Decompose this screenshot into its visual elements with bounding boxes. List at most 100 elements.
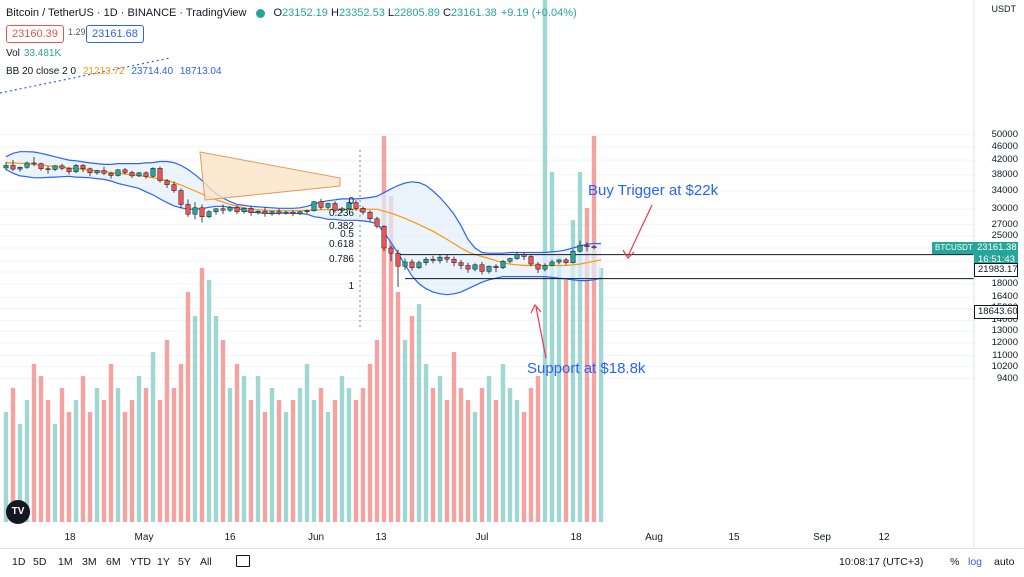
candle[interactable] [122,169,128,173]
candle[interactable] [157,168,163,181]
candle[interactable] [150,168,156,177]
candle[interactable] [367,211,373,220]
candle[interactable] [549,261,555,266]
candle[interactable] [164,180,170,185]
candle[interactable] [360,208,366,213]
candle[interactable] [423,258,429,263]
candle[interactable] [465,265,471,270]
candle[interactable] [479,264,485,272]
calendar-range-icon[interactable] [236,555,250,567]
bollinger-legend[interactable]: BB 20 close 2 0 21213.72 23714.40 18713.… [6,66,222,77]
clock-display[interactable]: 10:08:17 (UTC+3) [839,556,924,568]
candle[interactable] [101,170,107,174]
timeframe-button[interactable]: 5Y [178,556,191,568]
symbol-title[interactable]: Bitcoin / TetherUS · 1D · BINANCE · Trad… [6,7,247,19]
candle[interactable] [178,190,184,205]
symbol-header[interactable]: Bitcoin / TetherUS · 1D · BINANCE · Trad… [6,4,577,22]
candle[interactable] [514,254,520,259]
candle[interactable] [248,208,254,213]
buy-button[interactable]: 23161.68 [86,25,144,43]
candle[interactable] [304,210,310,212]
candle[interactable] [94,170,100,174]
candle[interactable] [171,184,177,191]
candle[interactable] [402,261,408,267]
candle[interactable] [458,262,464,266]
candle[interactable] [486,265,492,272]
candles[interactable] [3,157,597,288]
candle[interactable] [73,165,79,172]
candle[interactable] [129,172,135,177]
candle[interactable] [325,203,331,208]
candle[interactable] [535,263,541,270]
candle[interactable] [311,201,317,211]
candle[interactable] [444,256,450,260]
candle[interactable] [38,163,44,169]
candle[interactable] [206,211,212,217]
candle[interactable] [542,265,548,270]
candle[interactable] [409,261,415,268]
candle[interactable] [374,218,380,227]
candle[interactable] [556,259,562,263]
candle[interactable] [45,168,51,170]
candle[interactable] [563,259,569,263]
candle[interactable] [269,211,275,214]
candle[interactable] [59,165,65,169]
timeframe-button[interactable]: 1M [58,556,73,568]
candle[interactable] [143,172,149,177]
log-scale-toggle[interactable]: log [968,556,983,568]
candle[interactable] [528,256,534,265]
candle[interactable] [297,211,303,214]
candle[interactable] [339,208,345,211]
candle[interactable] [577,245,583,252]
candle[interactable] [199,207,205,217]
candle[interactable] [290,211,296,214]
percent-scale-toggle[interactable]: % [950,556,960,568]
candle[interactable] [262,210,268,214]
candle[interactable] [66,168,72,172]
candle[interactable] [276,211,282,214]
timeframe-button[interactable]: YTD [130,556,151,568]
candle[interactable] [108,172,114,176]
timeframe-button[interactable]: 1D [12,556,26,568]
candle[interactable] [346,202,352,209]
candle[interactable] [507,258,513,262]
candle[interactable] [185,204,191,215]
candle[interactable] [381,225,387,249]
timeframe-button[interactable]: All [200,556,212,568]
candle[interactable] [220,208,226,211]
auto-scale-toggle[interactable]: auto [994,556,1015,568]
candle[interactable] [17,166,23,170]
candle[interactable] [332,203,338,211]
candle[interactable] [136,172,142,177]
candle[interactable] [31,162,37,165]
timeframe-button[interactable]: 5D [33,556,47,568]
candle[interactable] [115,169,121,176]
volume-legend[interactable]: Vol 33.481K [6,48,61,59]
sell-button[interactable]: 23160.39 [6,25,64,43]
candle[interactable] [521,254,527,257]
candle[interactable] [3,165,9,169]
candle[interactable] [472,264,478,270]
candle[interactable] [241,208,247,212]
candle[interactable] [227,207,233,211]
candle[interactable] [437,256,443,261]
candle[interactable] [430,258,436,261]
candle[interactable] [395,252,401,267]
candle[interactable] [591,246,597,248]
candle[interactable] [451,258,457,263]
timeframe-button[interactable]: 6M [106,556,121,568]
candle[interactable] [500,261,506,268]
timeframe-button[interactable]: 1Y [157,556,170,568]
candle[interactable] [192,207,198,215]
candle[interactable] [255,210,261,213]
candle[interactable] [283,211,289,214]
candle[interactable] [388,247,394,254]
candle[interactable] [80,165,86,169]
candle[interactable] [24,162,30,168]
candle[interactable] [213,208,219,212]
candle[interactable] [87,168,93,174]
candle[interactable] [584,245,590,247]
candle[interactable] [570,250,576,263]
candle[interactable] [353,202,359,209]
